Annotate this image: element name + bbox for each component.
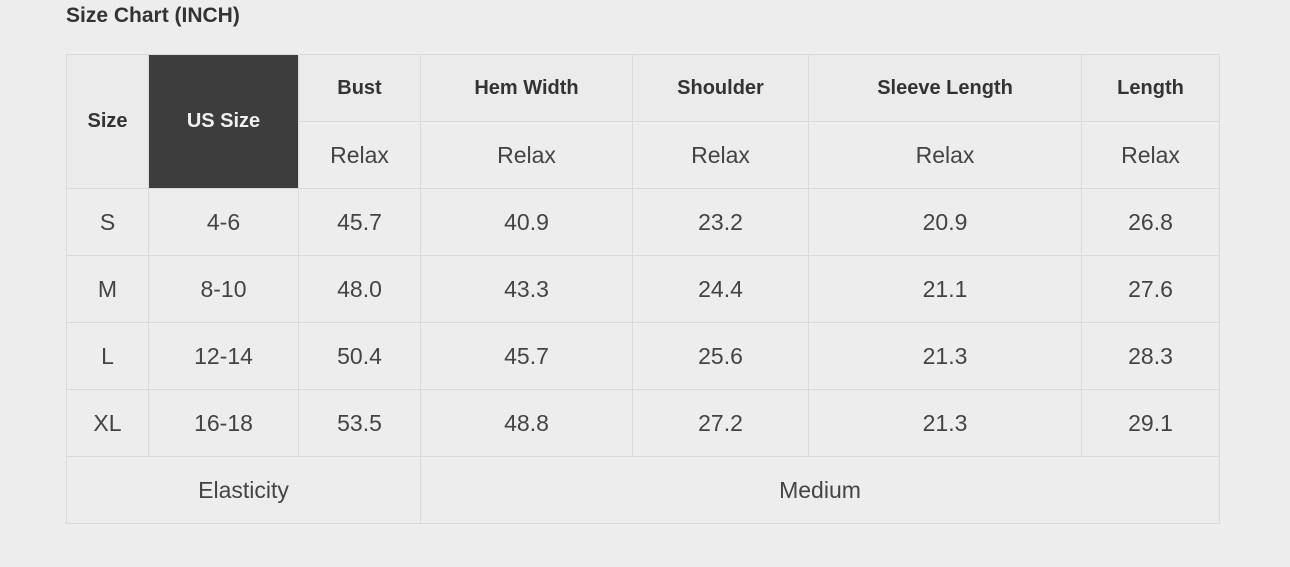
subheader-cell: Relax — [808, 121, 1082, 189]
measurement-cell: 45.7 — [420, 322, 633, 390]
us-size-cell: 4-6 — [148, 188, 299, 256]
header-row: Size US Size Bust Hem Width Shoulder Sle… — [66, 54, 1220, 189]
size-cell: XL — [66, 389, 149, 457]
header-us-size: US Size — [148, 54, 299, 189]
size-chart-table: Size US Size Bust Hem Width Shoulder Sle… — [66, 54, 1220, 524]
header-sleeve-length: Sleeve Length — [808, 54, 1082, 122]
measurement-cell: 26.8 — [1081, 188, 1220, 256]
footer-row: Elasticity Medium — [66, 456, 1220, 524]
page-title: Size Chart (INCH) — [66, 4, 240, 27]
measurement-cell: 27.6 — [1081, 255, 1220, 323]
measurement-cell: 28.3 — [1081, 322, 1220, 390]
measurement-cell: 45.7 — [298, 188, 421, 256]
measurement-cell: 27.2 — [632, 389, 809, 457]
measurement-cell: 48.8 — [420, 389, 633, 457]
measurement-cell: 21.3 — [808, 322, 1082, 390]
header-length: Length — [1081, 54, 1220, 122]
subheader-cell: Relax — [420, 121, 633, 189]
measurement-cell: 21.1 — [808, 255, 1082, 323]
measurement-cell: 24.4 — [632, 255, 809, 323]
measurement-cell: 43.3 — [420, 255, 633, 323]
header-hem-width: Hem Width — [420, 54, 633, 122]
table-row: XL 16-18 53.5 48.8 27.2 21.3 29.1 — [66, 389, 1220, 457]
us-size-cell: 16-18 — [148, 389, 299, 457]
us-size-cell: 8-10 — [148, 255, 299, 323]
elasticity-value: Medium — [420, 456, 1220, 524]
measurement-cell: 53.5 — [298, 389, 421, 457]
measurement-cell: 29.1 — [1081, 389, 1220, 457]
subheader-cell: Relax — [1081, 121, 1220, 189]
us-size-cell: 12-14 — [148, 322, 299, 390]
size-cell: L — [66, 322, 149, 390]
table-row: L 12-14 50.4 45.7 25.6 21.3 28.3 — [66, 322, 1220, 390]
size-cell: M — [66, 255, 149, 323]
table-row: S 4-6 45.7 40.9 23.2 20.9 26.8 — [66, 188, 1220, 256]
measurement-cell: 40.9 — [420, 188, 633, 256]
measurement-cell: 25.6 — [632, 322, 809, 390]
header-size: Size — [66, 54, 149, 189]
subheader-cell: Relax — [298, 121, 421, 189]
measurement-cell: 21.3 — [808, 389, 1082, 457]
header-bust: Bust — [298, 54, 421, 122]
measurement-cell: 50.4 — [298, 322, 421, 390]
size-cell: S — [66, 188, 149, 256]
elasticity-label: Elasticity — [66, 456, 421, 524]
subheader-cell: Relax — [632, 121, 809, 189]
measurement-cell: 23.2 — [632, 188, 809, 256]
measurement-cell: 20.9 — [808, 188, 1082, 256]
header-shoulder: Shoulder — [632, 54, 809, 122]
measurement-cell: 48.0 — [298, 255, 421, 323]
table-row: M 8-10 48.0 43.3 24.4 21.1 27.6 — [66, 255, 1220, 323]
